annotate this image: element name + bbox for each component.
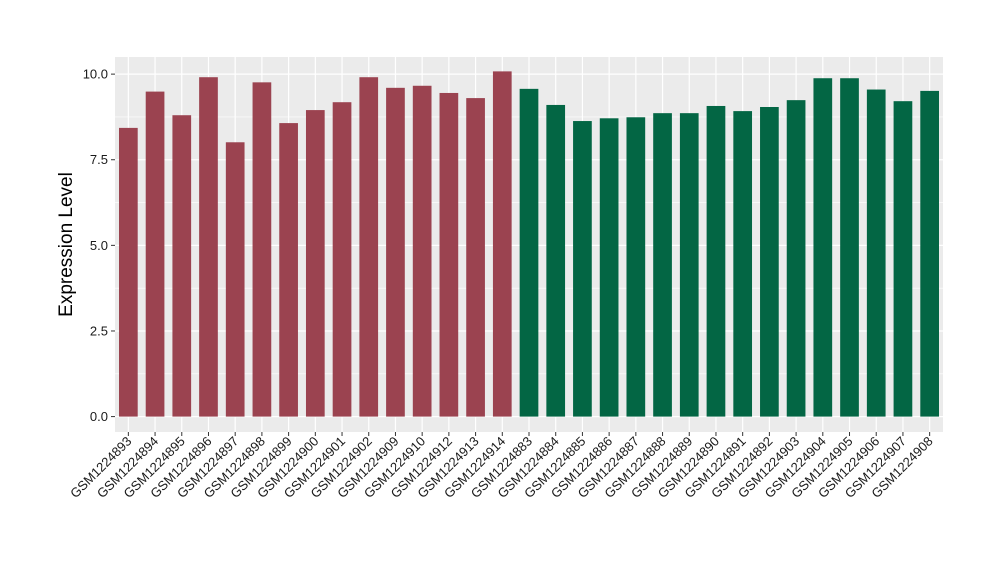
bar-GSM1224902 xyxy=(359,77,379,417)
y-axis: 0.0 2.5 5.0 7.5 10.0 xyxy=(83,67,115,424)
bar-GSM1224907 xyxy=(893,101,913,417)
bar-GSM1224895 xyxy=(172,115,192,417)
bar-GSM1224897 xyxy=(225,142,245,417)
bar-GSM1224903 xyxy=(786,100,806,417)
bar-GSM1224913 xyxy=(466,98,485,417)
bar-GSM1224914 xyxy=(492,71,512,417)
bar-GSM1224904 xyxy=(813,78,833,417)
bar-GSM1224909 xyxy=(386,87,405,417)
bar-GSM1224887 xyxy=(626,117,646,417)
y-axis-title: Expression Level xyxy=(56,172,77,317)
bar-GSM1224893 xyxy=(119,127,138,417)
y-tick-label: 0.0 xyxy=(90,409,108,424)
bar-GSM1224910 xyxy=(412,85,432,417)
bar-GSM1224899 xyxy=(279,123,298,417)
y-tick-label: 5.0 xyxy=(90,238,108,253)
bar-GSM1224884 xyxy=(546,104,566,417)
bar-GSM1224898 xyxy=(252,82,272,417)
bar-GSM1224906 xyxy=(866,89,886,417)
bar-GSM1224883 xyxy=(519,88,539,417)
y-tick-label: 10.0 xyxy=(83,67,108,82)
bar-GSM1224886 xyxy=(599,118,619,417)
bar-GSM1224908 xyxy=(920,90,939,417)
bar-GSM1224885 xyxy=(573,121,592,417)
bar-GSM1224889 xyxy=(679,113,699,417)
bars xyxy=(119,71,939,417)
bar-GSM1224888 xyxy=(653,113,672,417)
bar-GSM1224890 xyxy=(706,105,726,417)
bar-GSM1224891 xyxy=(733,111,753,417)
y-tick-label: 2.5 xyxy=(90,323,108,338)
y-tick-label: 7.5 xyxy=(90,152,108,167)
bar-GSM1224896 xyxy=(199,77,218,417)
bar-GSM1224912 xyxy=(439,92,459,417)
bar-GSM1224901 xyxy=(332,102,352,417)
bar-GSM1224905 xyxy=(840,78,859,417)
bar-GSM1224900 xyxy=(305,110,325,417)
x-axis: GSM1224893GSM1224894GSM1224895GSM1224896… xyxy=(67,432,936,501)
bar-GSM1224892 xyxy=(760,107,779,417)
bar-GSM1224894 xyxy=(145,91,165,417)
